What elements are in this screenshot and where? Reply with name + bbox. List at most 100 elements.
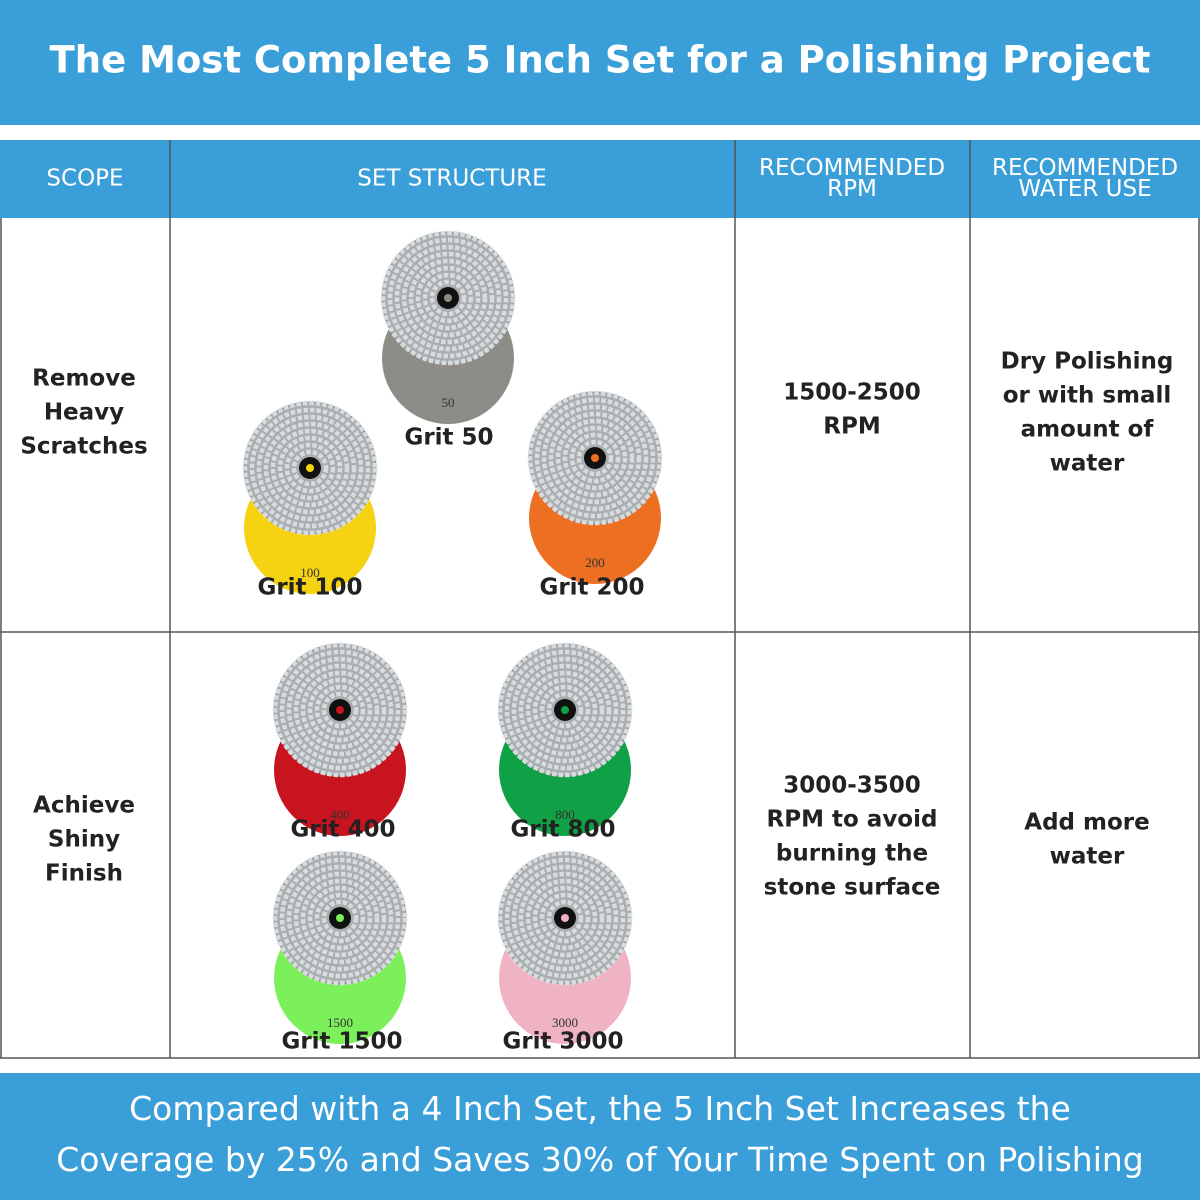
pad-segments <box>307 885 373 951</box>
pad-segments <box>562 425 628 491</box>
pad-segments <box>511 656 619 764</box>
polishing-pad: 3000 <box>497 850 633 1044</box>
pad-segments <box>527 390 663 526</box>
pad-logo <box>444 294 452 302</box>
pad-segments <box>415 265 481 331</box>
column-header: SET STRUCTURE <box>357 166 546 192</box>
pad-segments <box>534 397 656 519</box>
pad-segments <box>380 230 516 366</box>
polishing-pad: 50 <box>380 230 516 424</box>
rpm-text: 1500-2500 <box>783 380 921 406</box>
polishing-pad: 400 <box>272 642 408 836</box>
water-text: water <box>1050 844 1125 870</box>
pad-segments <box>272 642 408 778</box>
polishing-pad: 200 <box>527 390 663 584</box>
water-text: amount of <box>1021 417 1155 443</box>
pad-segments <box>541 404 649 512</box>
scope-text: Achieve <box>33 793 135 819</box>
pad-segments <box>286 656 394 764</box>
pad-segments <box>408 258 488 338</box>
rpm-text: RPM to avoid <box>767 807 938 833</box>
rpm-text: RPM <box>823 414 880 440</box>
column-header: SCOPE <box>46 166 123 192</box>
pad-segments <box>576 439 614 477</box>
pad-segments <box>387 237 509 359</box>
pad-segments <box>429 279 467 317</box>
rpm-text: burning the <box>776 841 928 867</box>
scope-text: Remove <box>32 366 136 392</box>
pad-label: Grit 3000 <box>502 1029 623 1055</box>
pad-segments <box>279 649 401 771</box>
pad-segments <box>539 684 591 736</box>
pad-segments <box>497 642 633 778</box>
pad-segments <box>504 649 626 771</box>
pad-segments <box>394 244 502 352</box>
pad-segments <box>291 449 329 487</box>
pad-segments <box>525 878 605 958</box>
polishing-pad: 1500 <box>272 850 408 1044</box>
pad-grit-mark: 50 <box>442 395 455 410</box>
pad-segments <box>249 407 371 529</box>
pad-segments <box>511 864 619 972</box>
pad-segments <box>518 663 612 757</box>
pad-segments <box>314 892 366 944</box>
column-header: RPM <box>827 176 877 202</box>
water-text: water <box>1050 451 1125 477</box>
rpm-text: 3000-3500 <box>783 773 921 799</box>
pad-segments <box>532 885 598 951</box>
pad-logo <box>561 706 569 714</box>
pad-grit-mark: 800 <box>555 807 575 822</box>
pad-segments <box>300 670 380 750</box>
pad-logo <box>336 914 344 922</box>
pad-grit-mark: 1500 <box>327 1015 353 1030</box>
pad-logo <box>306 464 314 472</box>
pad-segments <box>401 251 495 345</box>
table-grid <box>0 140 1200 1059</box>
pad-segments <box>504 857 626 979</box>
water-text: Add more <box>1024 810 1149 836</box>
pad-logo <box>591 454 599 462</box>
scope-text: Scratches <box>20 434 147 460</box>
pad-grit-mark: 400 <box>330 807 350 822</box>
table-header-bar <box>0 140 1200 218</box>
pad-label: Grit 800 <box>510 817 615 843</box>
water-text: or with small <box>1003 383 1172 409</box>
pad-segments <box>263 421 357 515</box>
pad-segments <box>293 663 387 757</box>
title-bar <box>0 0 1200 125</box>
column-header: RECOMMENDED <box>992 155 1178 181</box>
pad-logo <box>561 914 569 922</box>
pad-segments <box>270 428 350 508</box>
column-header: WATER USE <box>1018 176 1151 202</box>
pad-label: Grit 400 <box>290 817 395 843</box>
pad-logo <box>336 706 344 714</box>
scope-text: Finish <box>45 861 123 887</box>
water-text: Dry Polishing <box>1001 349 1174 375</box>
polishing-pad: 100 <box>242 400 378 594</box>
scope-text: Heavy <box>44 400 124 426</box>
pad-segments <box>321 899 359 937</box>
pad-grit-mark: 200 <box>585 555 605 570</box>
pad-segments <box>279 857 401 979</box>
pad-segments <box>525 670 605 750</box>
pad-segments <box>286 864 394 972</box>
pad-segments <box>546 899 584 937</box>
pad-segments <box>548 411 642 505</box>
footer-bar <box>0 1073 1200 1200</box>
pad-grit-mark: 100 <box>300 565 320 580</box>
pad-segments <box>242 400 378 536</box>
pad-segments <box>518 871 612 965</box>
pad-segments <box>300 878 380 958</box>
polishing-pad: 800 <box>497 642 633 836</box>
pad-segments <box>314 684 366 736</box>
pad-segments <box>497 850 633 986</box>
footer-text: Coverage by 25% and Saves 30% of Your Ti… <box>56 1140 1144 1179</box>
pad-segments <box>569 432 621 484</box>
pad-segments <box>293 871 387 965</box>
pad-segments <box>539 892 591 944</box>
footer-text: Compared with a 4 Inch Set, the 5 Inch S… <box>129 1089 1071 1128</box>
pad-segments <box>256 414 364 522</box>
pad-segments <box>284 442 336 494</box>
pad-grit-mark: 3000 <box>552 1015 578 1030</box>
